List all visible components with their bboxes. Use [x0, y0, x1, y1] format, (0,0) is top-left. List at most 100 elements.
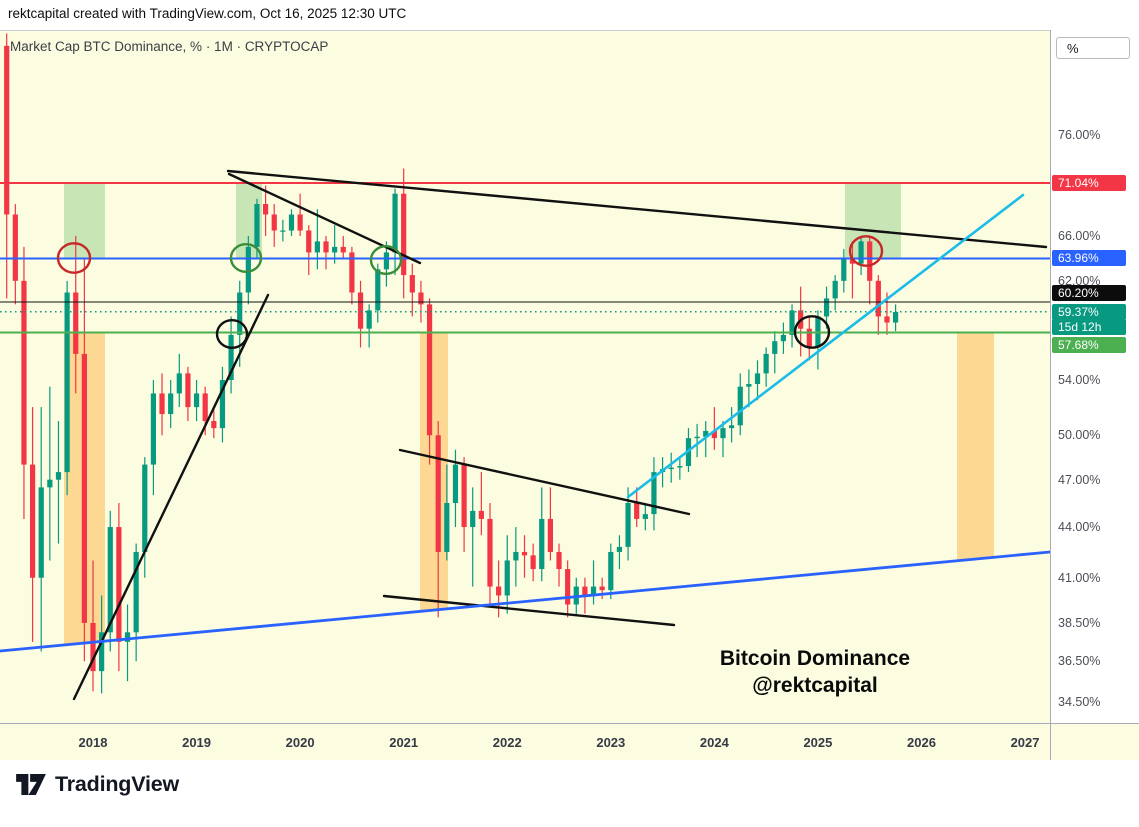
candle-body: [582, 586, 588, 596]
annotation-handle: @rektcapital: [752, 674, 878, 697]
candle-body: [349, 252, 355, 293]
candle-body: [73, 292, 79, 354]
candle-body: [418, 292, 424, 305]
orange-zone-band[interactable]: [420, 333, 448, 611]
annotation-title: Bitcoin Dominance: [719, 647, 911, 670]
candle-body: [832, 280, 838, 299]
candle-body: [375, 269, 381, 311]
candle-body: [504, 560, 510, 596]
bar-countdown-badge: 15d 12h: [1052, 319, 1126, 335]
candle-body: [409, 275, 415, 293]
candle-body: [55, 472, 62, 480]
candle-body: [694, 436, 700, 439]
candle-body: [176, 373, 182, 394]
time-axis-label: 2027: [1010, 735, 1040, 750]
cyan-uptrend-line[interactable]: [626, 193, 1025, 499]
footer-brand[interactable]: TradingView: [16, 772, 179, 797]
candle-body: [806, 328, 812, 348]
support-level-badge: 57.68%: [1052, 337, 1126, 353]
red-circle-2025[interactable]: [848, 235, 884, 267]
orange-zone-band[interactable]: [957, 333, 994, 561]
current-price-badge: 59.37%: [1052, 304, 1126, 320]
time-axis-label: 2025: [803, 735, 833, 750]
candle-body: [565, 569, 571, 605]
candle-body: [841, 258, 847, 281]
candle-body: [539, 518, 545, 570]
candle-body: [599, 586, 605, 591]
candle-body: [720, 428, 726, 439]
macro-support-trendline[interactable]: [0, 550, 1050, 653]
candle-body: [124, 632, 131, 642]
candle-body: [530, 555, 536, 570]
candle-body: [116, 527, 122, 642]
macro-resistance-trendline[interactable]: [226, 169, 1048, 249]
candle-body: [107, 527, 113, 633]
chart-legend[interactable]: Market Cap BTC Dominance, % · 1M · CRYPT…: [10, 39, 329, 54]
candle-body: [763, 353, 769, 374]
wedge-lower-trendline[interactable]: [382, 594, 676, 627]
candle-body: [677, 466, 683, 468]
candle-body: [754, 373, 761, 385]
candle-body: [625, 502, 631, 547]
price-axis-panel[interactable]: [1050, 30, 1139, 723]
candle-body: [323, 241, 329, 253]
candle-body: [435, 435, 441, 552]
candle-body: [383, 252, 390, 270]
price-axis-tick: 66.00%: [1058, 228, 1101, 243]
tradingview-wordmark: TradingView: [55, 772, 180, 796]
time-axis-label: 2026: [907, 735, 936, 750]
candle-body: [642, 514, 648, 519]
black-level-badge: 60.20%: [1052, 285, 1126, 301]
candle-body: [64, 292, 70, 473]
candle-body: [590, 586, 597, 596]
candle-body: [159, 393, 165, 415]
candle-body: [254, 204, 260, 247]
secondary-resistance-trendline[interactable]: [227, 172, 422, 265]
candle-body: [90, 622, 96, 672]
axis-unit-label: %: [1067, 41, 1079, 56]
candle-body: [47, 479, 53, 488]
wedge-upper-trendline[interactable]: [398, 448, 691, 516]
candle-body: [426, 304, 433, 436]
price-axis-tick: 50.00%: [1058, 428, 1101, 443]
candle-body: [849, 258, 856, 264]
candle-body: [38, 487, 44, 578]
price-axis-tick: 38.50%: [1058, 615, 1101, 630]
time-axis-separator: [0, 723, 1139, 724]
candle-body: [29, 464, 36, 578]
time-axis-label: 2020: [285, 735, 315, 750]
candle-body: [280, 230, 286, 232]
candle-body: [366, 310, 372, 329]
green-circle-2020[interactable]: [369, 244, 403, 275]
candle-body: [228, 334, 234, 381]
candle-body: [789, 310, 795, 335]
axis-unit-button[interactable]: %: [1056, 37, 1130, 59]
candle-body: [461, 464, 467, 528]
red-circle-2018[interactable]: [56, 242, 92, 274]
candle-body: [314, 241, 320, 253]
time-axis-label: 2023: [596, 735, 626, 750]
candle-body: [858, 241, 864, 264]
ascending-trendline-2018[interactable]: [72, 293, 270, 701]
blue-level-badge: 63.96%: [1052, 250, 1126, 266]
candle-body: [867, 241, 873, 281]
candle-body: [401, 193, 407, 276]
candle-body: [193, 393, 200, 408]
green-zone-band[interactable]: [845, 183, 901, 258]
candle-body: [452, 464, 459, 503]
candle-body: [211, 421, 217, 429]
candle-body: [884, 316, 890, 323]
candle-body: [513, 551, 519, 561]
candle-body: [780, 334, 786, 342]
price-axis-tick: 54.00%: [1058, 373, 1101, 387]
candle-body: [556, 551, 562, 570]
black-circle-2019[interactable]: [215, 319, 249, 350]
black-circle-2024[interactable]: [793, 315, 831, 349]
candle-body: [875, 280, 881, 317]
tradingview-logo-icon: [16, 774, 46, 795]
candle-body: [634, 502, 640, 519]
candle-body: [470, 510, 476, 528]
candle-body: [237, 292, 243, 335]
green-circle-2019[interactable]: [229, 242, 263, 273]
